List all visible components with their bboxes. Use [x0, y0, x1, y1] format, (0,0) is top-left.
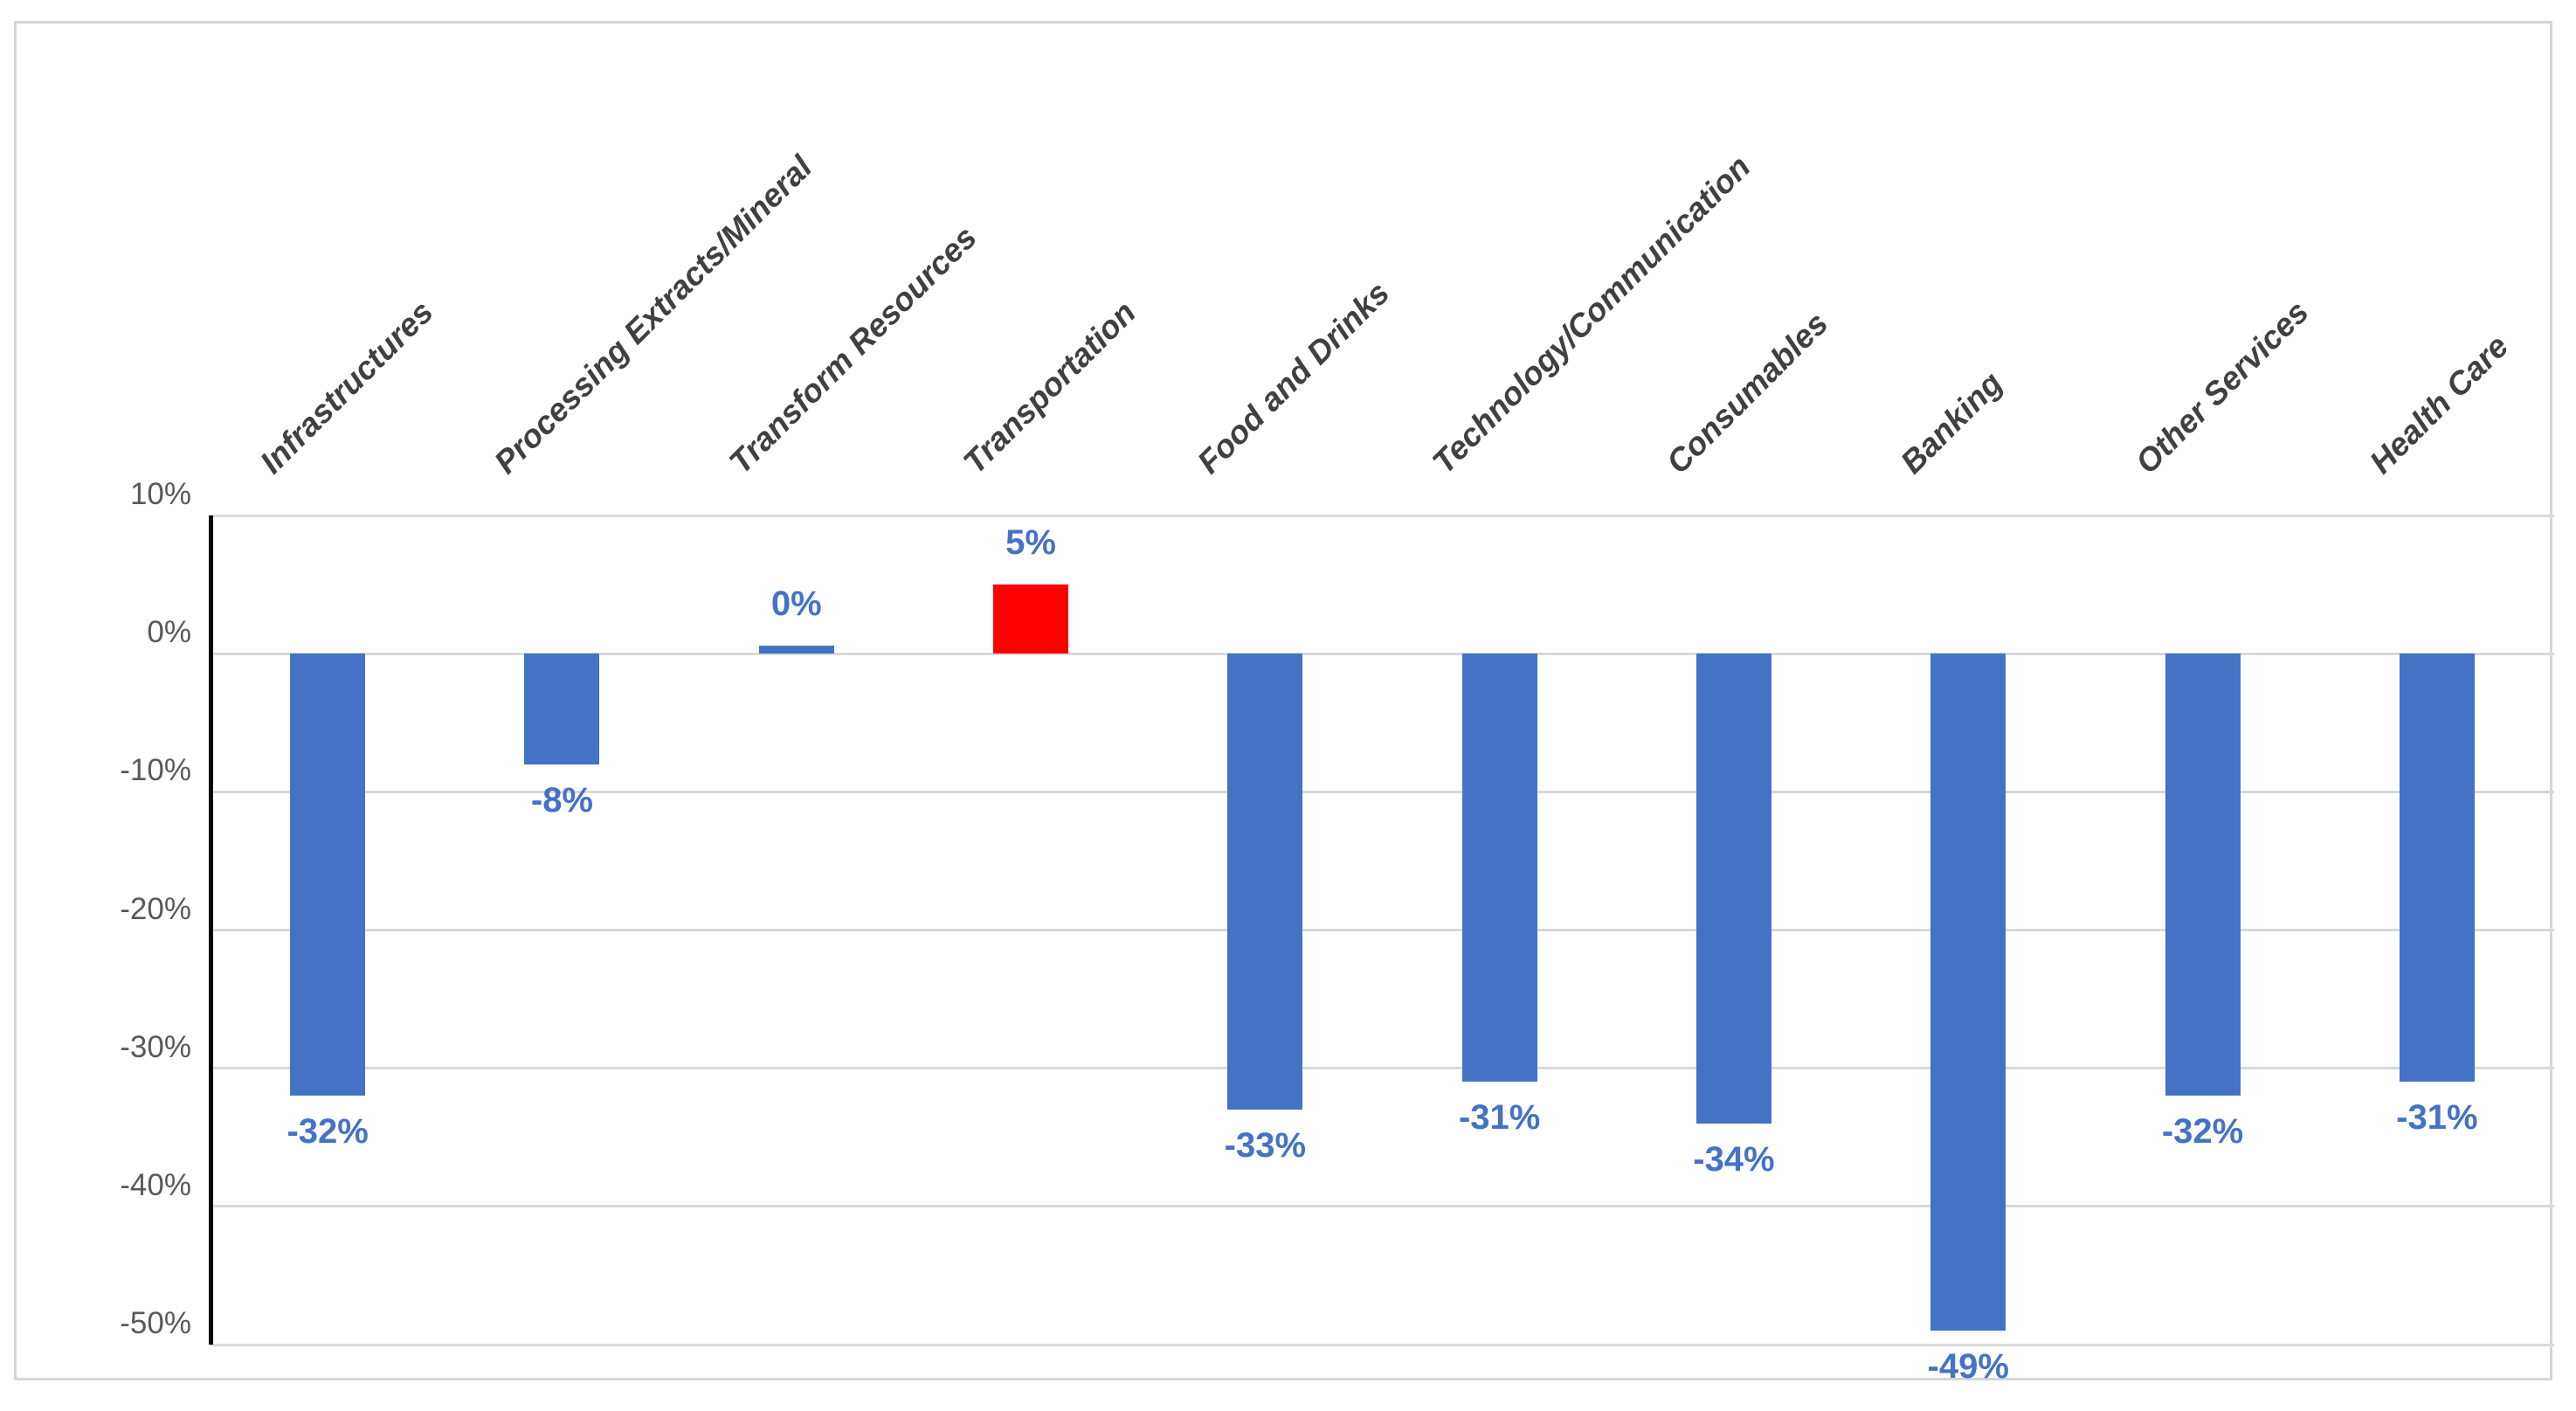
bar-data-label: -8% [530, 780, 594, 820]
chart-frame: 10% 0% -10% -20% -30% -40% -50% Infrastructure… [14, 21, 2554, 1386]
gridline [211, 652, 2554, 655]
bar-data-label: -31% [2396, 1098, 2478, 1138]
bar [2165, 654, 2241, 1096]
category-label: Health Care [2362, 328, 2516, 481]
gridline [211, 1205, 2554, 1208]
bar [1461, 654, 1537, 1082]
bar [993, 584, 1069, 654]
category-label: Consumables [1659, 305, 1835, 481]
category-label: Banking [1894, 364, 2010, 481]
y-tick-label: -40% [120, 1167, 191, 1202]
gridline [211, 1067, 2554, 1070]
category-label: Food and Drinks [1191, 274, 1397, 481]
y-tick-label: 0% [147, 615, 191, 650]
gridline [211, 514, 2554, 517]
bar [1227, 654, 1303, 1110]
bar-data-label: -32% [287, 1112, 369, 1152]
y-tick-label: -50% [120, 1306, 191, 1340]
y-tick-label: -20% [120, 891, 191, 926]
bar [2399, 654, 2475, 1082]
category-label: Transportation [956, 294, 1143, 481]
bar-data-label: 0% [770, 584, 822, 624]
gridline [211, 1343, 2554, 1346]
y-tick-label: -10% [120, 753, 191, 788]
y-tick-label: -30% [120, 1029, 191, 1064]
bar-data-label: -33% [1224, 1126, 1307, 1165]
gridline [211, 790, 2554, 793]
category-label: Transform Resources [722, 218, 984, 481]
bar-data-label: -31% [1458, 1098, 1541, 1138]
bar [758, 646, 834, 654]
bar [1695, 654, 1771, 1124]
category-label: Other Services [2128, 294, 2316, 481]
plot-area: -32% -8% 0% 5% -33% -31% -34% -49% -32% -31% [209, 514, 2554, 1386]
y-axis-line [209, 515, 213, 1345]
bar-data-label: -32% [2161, 1112, 2244, 1152]
bar-data-label: -49% [1927, 1347, 2009, 1387]
bar-data-label: -34% [1693, 1139, 1775, 1179]
bar [524, 654, 600, 764]
category-label: Infrastructures [253, 294, 440, 481]
bar [290, 654, 366, 1096]
y-tick-label: 10% [129, 477, 191, 511]
bar-data-label: 5% [1005, 523, 1056, 563]
gridline [211, 929, 2554, 931]
bar [1930, 654, 2006, 1331]
